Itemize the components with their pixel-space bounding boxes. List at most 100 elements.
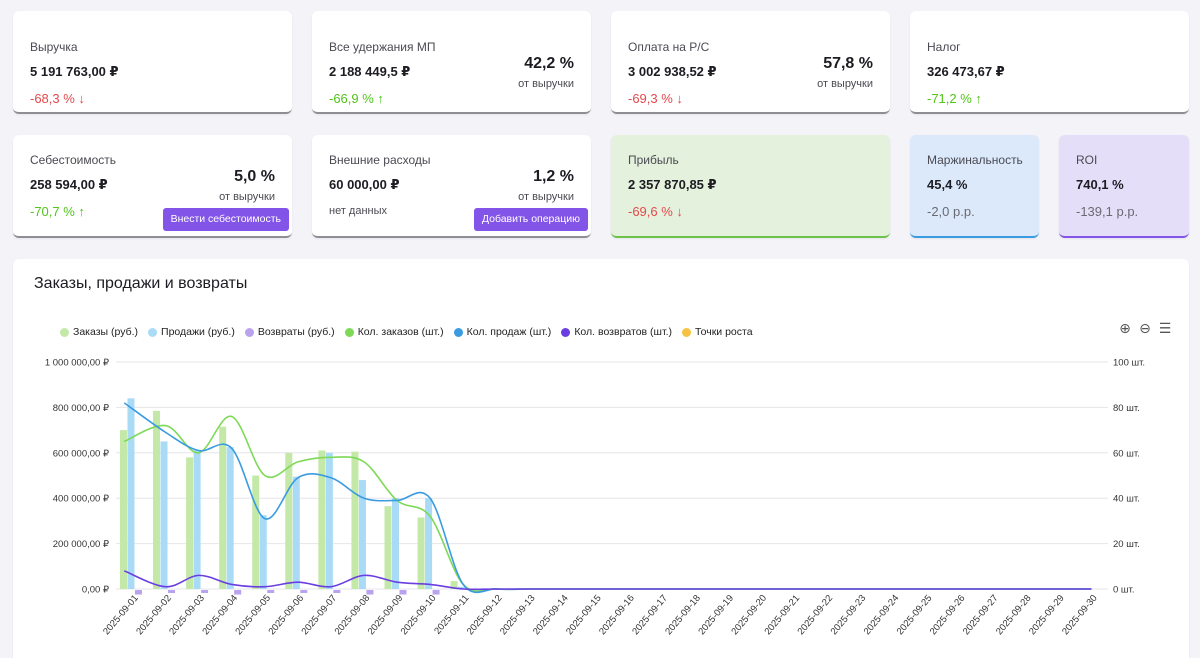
roi-label: ROI [1076,153,1098,167]
bar-0 [351,451,359,589]
bar-1 [292,476,300,589]
bar-1 [160,441,168,589]
revenue-value: 5 191 763,00 ₽ [30,64,119,79]
payment-value: 3 002 938,52 ₽ [628,64,717,79]
bar-1 [127,398,135,589]
margin-value: 45,4 % [927,177,968,192]
legend-item[interactable]: Точки роста [682,326,753,338]
legend-label: Кол. возвратов (шт.) [574,326,673,338]
y-left-tick-label: 600 000,00 ₽ [53,448,110,459]
bar-1 [425,498,433,589]
bar-2 [267,590,275,593]
deductions-value: 2 188 449,5 ₽ [329,64,411,79]
legend-item[interactable]: Кол. продаж (шт.) [453,326,552,338]
cost-percent: 5,0 % [234,168,275,185]
orders-sales-returns-chart-card: Заказы, продажи и возвраты Заказы (руб.)… [13,259,1189,658]
bar-0 [252,475,260,589]
profit-label: Прибыль [628,153,679,167]
bar-1 [458,586,466,589]
legend-item[interactable]: Возвраты (руб.) [244,326,335,338]
bar-0 [384,506,392,589]
bar-0 [450,581,458,589]
bar-2 [300,590,308,593]
legend-label: Кол. заказов (шт.) [357,326,444,338]
external-expenses-percent-caption: от выручки [518,191,574,203]
menu-icon[interactable]: ☰ [1158,320,1172,336]
payment-label: Оплата на Р/С [628,40,710,54]
bar-0 [417,517,425,589]
profit-card: Прибыль 2 357 870,85 ₽ -69,6 % ↓ [611,135,890,238]
y-right-tick-label: 80 шт. [1113,403,1140,414]
legend-marker [60,327,69,337]
y-right-tick-label: 100 шт. [1113,358,1145,369]
payment-delta: -69,3 % ↓ [628,91,683,106]
bar-0 [219,426,227,589]
y-left-tick-label: 0,00 ₽ [82,585,110,596]
profit-delta: -69,6 % ↓ [628,204,683,219]
line-series-0 [123,415,1092,592]
zoom-in-icon[interactable]: ⊕ [1119,320,1131,336]
deductions-percent-caption: от выручки [518,78,574,90]
line-series-2 [123,570,1092,591]
revenue-label: Выручка [30,40,78,54]
chart-legend: Заказы (руб.) Продажи (руб.) Возвраты (руб… [60,326,753,338]
deductions-percent: 42,2 % [524,55,574,72]
y-right-tick-label: 60 шт. [1113,448,1140,459]
legend-label: Возвраты (руб.) [257,326,335,338]
legend-item[interactable]: Кол. заказов (шт.) [344,326,444,338]
y-right-tick-label: 40 шт. [1113,494,1140,505]
margin-label: Маржинальность [927,153,1023,167]
bar-2 [201,590,209,593]
bar-1 [392,498,400,589]
roi-value: 740,1 % [1076,177,1124,192]
revenue-card: Выручка 5 191 763,00 ₽ -68,3 % ↓ [13,11,292,114]
bar-0 [318,450,326,589]
margin-delta: -2,0 p.p. [927,204,975,219]
bar-2 [168,590,176,593]
legend-item[interactable]: Кол. возвратов (шт.) [561,326,672,338]
legend-marker [682,327,692,337]
chart-title: Заказы, продажи и возвраты [34,275,248,292]
legend-marker [453,327,463,337]
deductions-label: Все удержания МП [329,40,436,54]
external-expenses-label: Внешние расходы [329,153,431,167]
payment-percent: 57,8 % [823,55,873,72]
margin-card: Маржинальность 45,4 % -2,0 p.p. [910,135,1039,238]
bar-1 [358,480,366,589]
y-left-tick-label: 400 000,00 ₽ [53,494,110,505]
cost-percent-caption: от выручки [219,191,275,203]
deductions-delta: -66,9 % ↑ [329,91,384,106]
tax-value: 326 473,67 ₽ [927,64,1005,79]
cost-card: Себестоимость 258 594,00 ₽ -70,7 % ↑ 5,0… [13,135,292,238]
cost-label: Себестоимость [30,153,117,167]
legend-label: Заказы (руб.) [73,326,139,338]
legend-label: Продажи (руб.) [161,326,235,338]
roi-delta: -139,1 p.p. [1076,204,1139,219]
bar-2 [366,590,374,595]
add-cost-button[interactable]: Внести себестоимость [162,208,289,231]
legend-item[interactable]: Заказы (руб.) [60,326,138,338]
revenue-delta: -68,3 % ↓ [30,91,85,106]
legend-label: Точки роста [695,326,753,338]
bar-1 [193,450,201,589]
bar-0 [153,410,161,589]
line-series-1 [123,402,1092,594]
y-left-tick-label: 800 000,00 ₽ [53,403,110,414]
add-operation-button[interactable]: Добавить операцию [473,208,588,231]
y-left-tick-label: 200 000,00 ₽ [53,539,110,550]
bar-2 [333,590,341,593]
tax-card: Налог 326 473,67 ₽ -71,2 % ↑ [910,11,1189,114]
cost-delta: -70,7 % ↑ [30,204,85,219]
payment-card: Оплата на Р/С 3 002 938,52 ₽ -69,3 % ↓ 5… [611,11,890,114]
legend-item[interactable]: Продажи (руб.) [148,326,235,338]
external-expenses-card: Внешние расходы 60 000,00 ₽ нет данных 1… [312,135,591,238]
y-left-tick-label: 1 000 000,00 ₽ [45,358,110,369]
external-expenses-percent: 1,2 % [533,168,574,185]
bar-2 [399,590,407,595]
bar-2 [432,590,440,595]
zoom-out-icon[interactable]: ⊖ [1139,320,1151,336]
legend-label: Кол. продаж (шт.) [466,326,552,338]
bar-0 [186,457,194,589]
external-expenses-note: нет данных [329,205,388,217]
bar-2 [234,590,242,595]
